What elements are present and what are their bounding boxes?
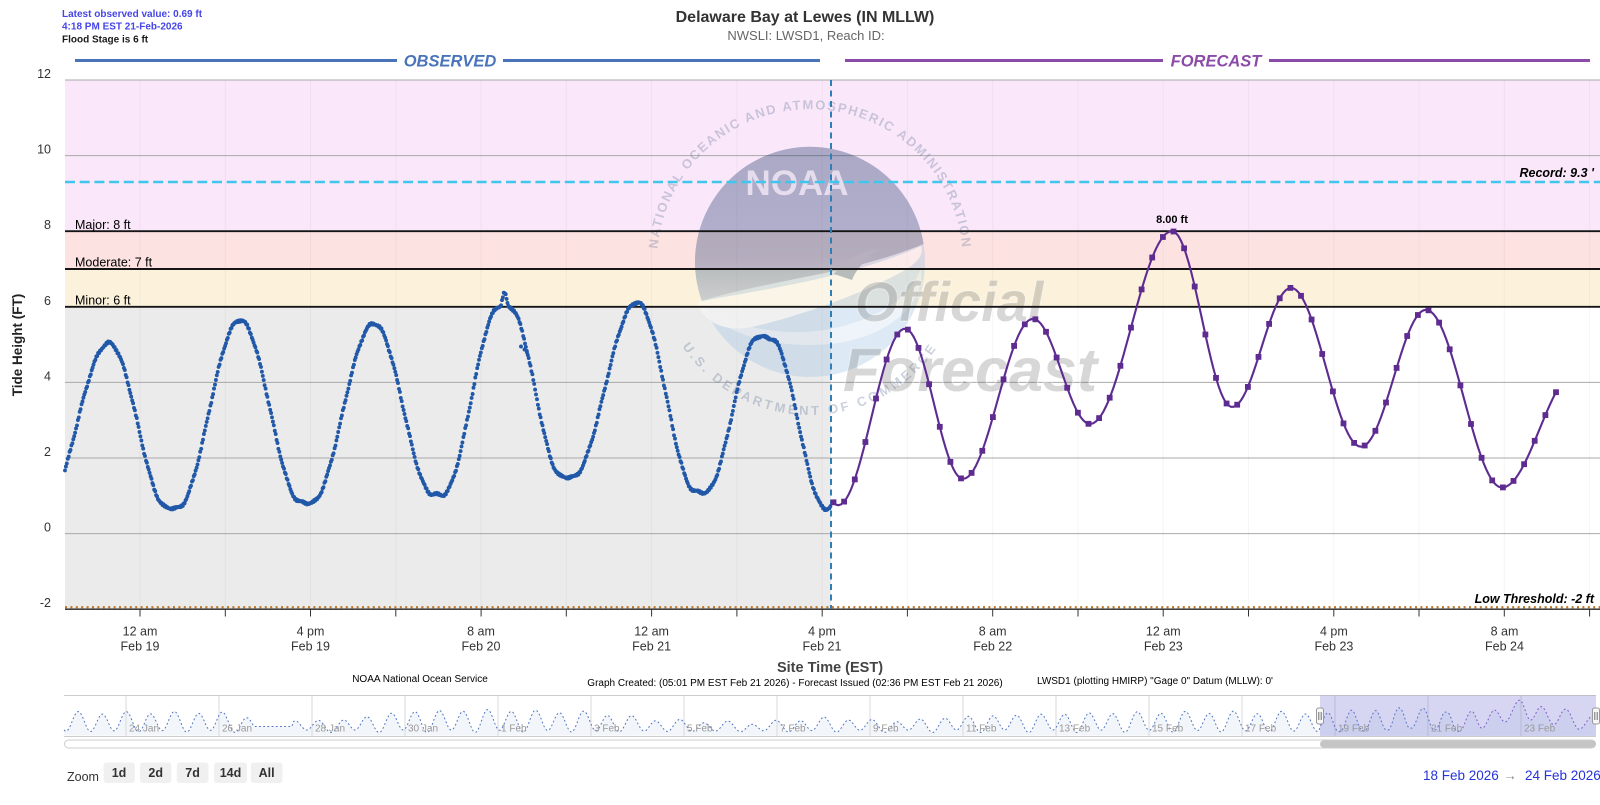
svg-text:24 Jan: 24 Jan: [129, 724, 159, 735]
svg-text:Graph Created: (05:01 PM EST F: Graph Created: (05:01 PM EST Feb 21 2026…: [587, 678, 1002, 689]
svg-text:NOAA National Ocean Service: NOAA National Ocean Service: [352, 674, 488, 685]
svg-text:NWSLI: LWSD1, Reach ID:: NWSLI: LWSD1, Reach ID:: [727, 28, 884, 43]
svg-text:0: 0: [44, 521, 51, 535]
svg-text:1d: 1d: [112, 766, 127, 780]
svg-text:8: 8: [44, 218, 51, 232]
svg-text:8.00 ft: 8.00 ft: [1156, 214, 1188, 226]
svg-text:Tide Height (FT): Tide Height (FT): [10, 294, 25, 397]
svg-text:4 pm: 4 pm: [1320, 625, 1348, 639]
svg-text:Feb 19: Feb 19: [121, 640, 160, 654]
svg-text:10: 10: [37, 143, 51, 157]
svg-text:12: 12: [37, 67, 51, 81]
svg-text:5 Feb: 5 Feb: [687, 724, 713, 735]
svg-text:FORECAST: FORECAST: [1171, 53, 1264, 71]
svg-text:Zoom: Zoom: [67, 770, 99, 784]
svg-text:28 Jan: 28 Jan: [315, 724, 345, 735]
svg-text:Feb 22: Feb 22: [973, 640, 1012, 654]
svg-text:LWSD1 (plotting HMIRP) "Gage 0: LWSD1 (plotting HMIRP) "Gage 0" Datum (M…: [1037, 676, 1273, 687]
svg-text:-2: -2: [40, 596, 51, 610]
svg-text:4 pm: 4 pm: [808, 625, 836, 639]
svg-text:19 Feb: 19 Feb: [1338, 724, 1370, 735]
svg-text:23 Feb: 23 Feb: [1524, 724, 1556, 735]
svg-text:All: All: [259, 766, 275, 780]
svg-text:Low Threshold: -2 ft: Low Threshold: -2 ft: [1475, 592, 1595, 606]
svg-text:1 Feb: 1 Feb: [501, 724, 527, 735]
svg-text:Feb 23: Feb 23: [1314, 640, 1353, 654]
svg-text:30 Jan: 30 Jan: [408, 724, 438, 735]
svg-text:Feb 21: Feb 21: [803, 640, 842, 654]
svg-text:Official: Official: [855, 270, 1045, 333]
svg-text:6: 6: [44, 294, 51, 308]
svg-text:4 pm: 4 pm: [297, 625, 325, 639]
svg-text:17 Feb: 17 Feb: [1245, 724, 1277, 735]
svg-text:Feb 23: Feb 23: [1144, 640, 1183, 654]
svg-text:7 Feb: 7 Feb: [780, 724, 806, 735]
svg-text:Feb 20: Feb 20: [462, 640, 501, 654]
svg-text:Feb 19: Feb 19: [291, 640, 330, 654]
svg-text:12 am: 12 am: [123, 625, 158, 639]
svg-text:→: →: [1503, 768, 1517, 783]
svg-text:Minor: 6 ft: Minor: 6 ft: [75, 293, 131, 307]
svg-text:Latest observed value: 0.69 ft: Latest observed value: 0.69 ft: [62, 9, 203, 20]
svg-text:Major: 8 ft: Major: 8 ft: [75, 218, 131, 232]
svg-text:Moderate: 7 ft: Moderate: 7 ft: [75, 256, 153, 270]
svg-text:26 Jan: 26 Jan: [222, 724, 252, 735]
svg-text:NOAA: NOAA: [745, 164, 848, 203]
svg-text:7d: 7d: [185, 766, 200, 780]
svg-text:2: 2: [44, 445, 51, 459]
svg-text:12 am: 12 am: [634, 625, 669, 639]
svg-text:Feb 24: Feb 24: [1485, 640, 1524, 654]
svg-text:15 Feb: 15 Feb: [1152, 724, 1184, 735]
svg-text:24 Feb 2026: 24 Feb 2026: [1525, 768, 1600, 783]
svg-text:Feb 21: Feb 21: [632, 640, 671, 654]
svg-text:4:18 PM EST 21-Feb-2026: 4:18 PM EST 21-Feb-2026: [62, 22, 183, 33]
svg-text:2d: 2d: [148, 766, 163, 780]
svg-text:Site Time (EST): Site Time (EST): [777, 660, 883, 676]
svg-text:21 Feb: 21 Feb: [1431, 724, 1463, 735]
svg-text:13 Feb: 13 Feb: [1059, 724, 1091, 735]
svg-text:Flood Stage is 6 ft: Flood Stage is 6 ft: [62, 34, 149, 45]
svg-text:8 am: 8 am: [467, 625, 495, 639]
svg-text:8 am: 8 am: [979, 625, 1007, 639]
svg-text:14d: 14d: [220, 766, 242, 780]
svg-text:11 Feb: 11 Feb: [966, 724, 997, 735]
svg-text:OBSERVED: OBSERVED: [404, 53, 497, 71]
svg-text:18 Feb 2026: 18 Feb 2026: [1423, 768, 1499, 783]
svg-text:Delaware Bay at Lewes (IN MLLW: Delaware Bay at Lewes (IN MLLW): [676, 9, 935, 26]
svg-text:12 am: 12 am: [1146, 625, 1181, 639]
svg-text:4: 4: [44, 369, 51, 383]
svg-text:3 Feb: 3 Feb: [594, 724, 620, 735]
svg-text:Record: 9.3 ': Record: 9.3 ': [1519, 166, 1595, 180]
svg-text:9 Feb: 9 Feb: [873, 724, 899, 735]
svg-text:Forecast: Forecast: [843, 336, 1100, 404]
svg-text:8 am: 8 am: [1491, 625, 1519, 639]
